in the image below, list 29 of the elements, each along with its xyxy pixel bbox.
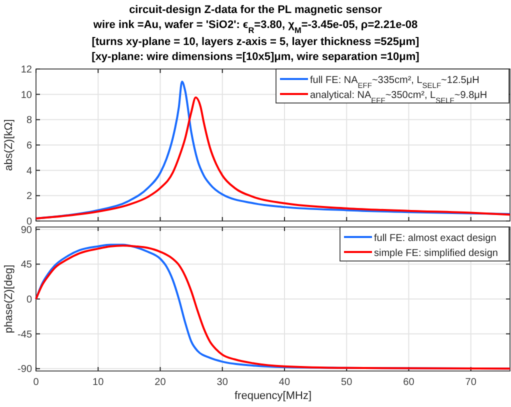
- y-tick-label: -45: [18, 329, 32, 340]
- y-tick-label: 2: [26, 191, 32, 202]
- x-axis-title: frequency[MHz]: [234, 390, 312, 402]
- legend-label: analytical: NA$_{EFF}$~350cm², L$_{SELF}$~9.8μH: [310, 90, 488, 104]
- y-tick-label: 0: [26, 294, 32, 306]
- x-tick-label: 30: [216, 377, 228, 388]
- legend-label: full FE: almost exact design: [374, 233, 496, 244]
- y-axis-title: abs(Z)[kΩ]: [3, 119, 15, 171]
- y-tick-label: 4: [26, 166, 32, 177]
- x-tick-label: 60: [403, 377, 415, 388]
- y-tick-label: 8: [26, 115, 32, 126]
- x-tick-label: 0: [33, 377, 40, 388]
- x-tick-label: 70: [465, 377, 477, 388]
- legend-label: full FE: NA$_{EFF}$~335cm², L$_{SELF}$~12.5μH: [310, 75, 480, 90]
- y-tick-label: -90: [18, 364, 32, 376]
- y-tick-label: 10: [20, 90, 32, 101]
- x-tick-label: 40: [278, 377, 290, 388]
- x-tick-label: 50: [341, 377, 353, 388]
- x-tick-label: 10: [92, 377, 104, 388]
- chart-title: circuit-design Z-data for the PL magnetic sensor: [129, 4, 383, 16]
- y-tick-label: 6: [26, 140, 32, 152]
- x-tick-label: 20: [154, 377, 166, 388]
- y-axis-title: phase(Z)[deg]: [3, 264, 15, 334]
- chart-subtitle: wire ink =Au, wafer = 'SiO2': ϵ$_{R}$=3.80, χ$_{M}$=-3.45e-05, ρ=2.21e-08 [turns xy-plane = 10, layers z-axis = 5, layer thickness =525μm] [xy-plane: wire dimensions =[10x5]μm, wire separation =10μm]: [92, 19, 420, 63]
- y-tick-label: 90: [20, 224, 32, 236]
- y-tick-label: 0: [26, 216, 32, 228]
- legend-label: simple FE: simplified design: [374, 248, 498, 259]
- y-tick-label: 12: [20, 64, 32, 76]
- y-tick-label: 45: [20, 260, 32, 271]
